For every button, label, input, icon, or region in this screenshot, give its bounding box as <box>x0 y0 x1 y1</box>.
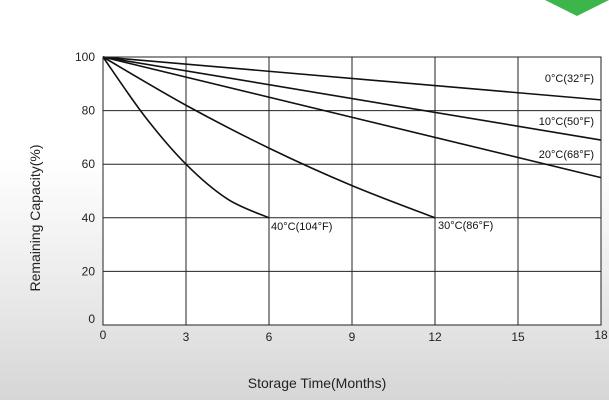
x-axis-title: Storage Time(Months) <box>248 375 387 391</box>
y-tick-label-80: 80 <box>82 104 96 118</box>
plot-frame <box>102 56 602 326</box>
y-axis-title: Remaining Capacity(%) <box>27 144 43 291</box>
series-lines <box>102 56 602 219</box>
x-tick-labels: 0 3 6 9 12 15 18 <box>100 328 608 344</box>
y-tick-label-100: 100 <box>75 50 95 64</box>
series-label-2: 20°C(68°F) <box>539 149 594 161</box>
y-tick-label-20: 20 <box>82 264 96 278</box>
series-label-1: 10°C(50°F) <box>539 116 594 128</box>
y-tick-label-60: 60 <box>82 157 96 171</box>
x-tick-label-18: 18 <box>594 328 608 342</box>
series-line-4 <box>102 56 270 219</box>
series-labels: 0°C(32°F) 10°C(50°F) 20°C(68°F) 30°C(86°F) 4… <box>271 73 594 233</box>
x-tick-label-9: 9 <box>349 330 356 344</box>
x-tick-label-12: 12 <box>428 330 442 344</box>
x-tick-label-6: 6 <box>266 330 273 344</box>
green-triangle-decoration <box>545 0 609 16</box>
x-tick-label-3: 3 <box>183 330 190 344</box>
series-label-0: 0°C(32°F) <box>545 73 594 85</box>
series-label-4: 40°C(104°F) <box>271 221 332 233</box>
y-tick-labels: 0 20 40 60 80 100 <box>75 50 95 326</box>
series-line-2 <box>102 56 602 179</box>
series-line-1 <box>102 56 602 141</box>
y-tick-label-40: 40 <box>82 211 96 225</box>
series-label-3: 30°C(86°F) <box>438 220 493 232</box>
x-tick-label-15: 15 <box>511 330 525 344</box>
y-tick-label-0: 0 <box>88 312 95 326</box>
series-line-0 <box>102 56 602 101</box>
x-tick-label-0: 0 <box>100 328 107 342</box>
series-line-3 <box>102 56 436 219</box>
